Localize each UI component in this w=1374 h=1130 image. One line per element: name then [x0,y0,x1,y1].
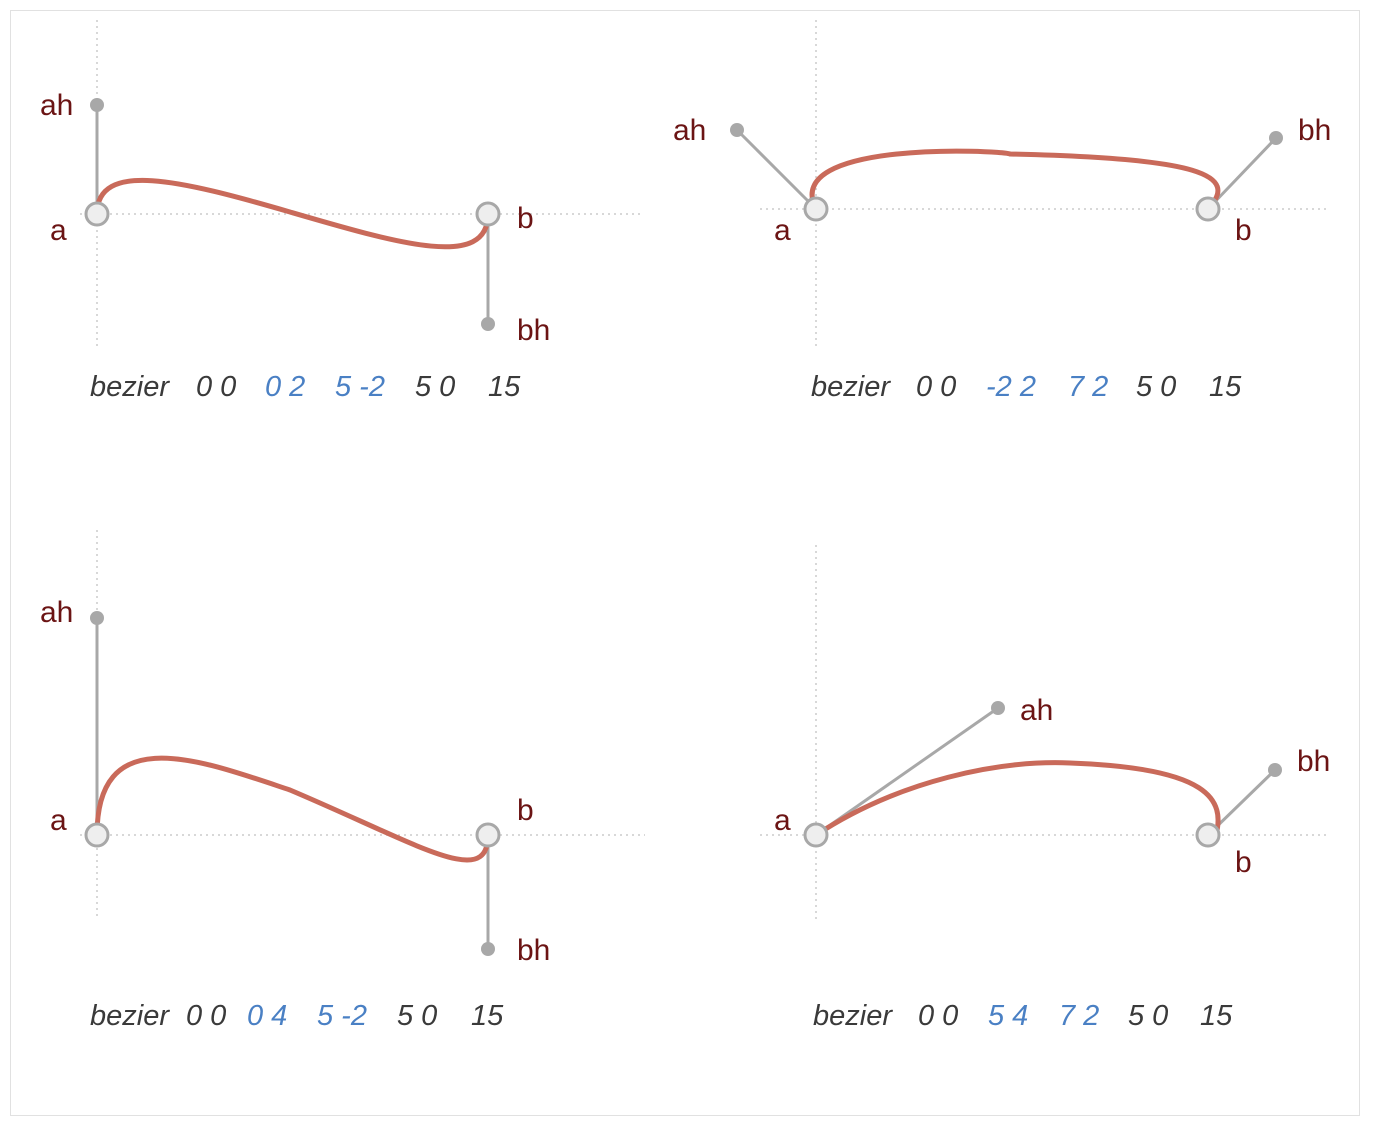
panel-4-anchor-a [803,822,829,848]
panel-4-handle-a [815,706,999,837]
panel-3-label-a: a [50,804,67,837]
panel-2-label-b: b [1235,214,1252,247]
panel-3-anchor-b [475,822,501,848]
panel-1-cmd-h1: 0 2 [265,371,305,403]
panel-2-label-bh: bh [1298,114,1331,147]
panel-2-handle-a [735,128,818,211]
panel-2-anchor-a [803,196,829,222]
panel-4-cmd-p1: 5 0 [1128,1000,1168,1032]
panel-4-label-a: a [774,804,791,837]
panel-1-anchor-b [475,201,501,227]
panel-3-curve [94,755,491,863]
panel-2-handle-b [1206,136,1278,211]
panel-1-handle-dot-bh [481,317,495,331]
panel-1: ah a b bh bezier 0 0 0 2 5 -2 5 0 15 [40,20,640,403]
panel-3: ah a b bh bezier 0 0 0 4 5 -2 5 0 15 [40,530,645,1032]
panel-3-cmd-word: bezier [90,1000,170,1032]
panel-4-cmd-w: 15 [1200,1000,1233,1032]
panel-4-anchor-b [1195,822,1221,848]
panel-3-cmd-h1: 0 4 [247,1000,287,1032]
panel-3-label-b: b [517,794,534,827]
panel-4-handle-dot-bh [1268,763,1282,777]
panel-2-label-ah: ah [673,114,706,147]
panel-1-label-b: b [517,202,534,235]
panel-2-cmd-h1: -2 2 [986,371,1036,403]
panel-2-handle-dot-bh [1269,131,1283,145]
panel-1-cmd-w: 15 [488,371,521,403]
panel-1-label-bh: bh [517,314,550,347]
panel-2-anchor-b [1195,196,1221,222]
panel-4: ah a b bh bezier 0 0 5 4 7 2 5 0 15 [760,545,1330,1032]
panel-1-curve [94,177,491,250]
panel-4-cmd-p0: 0 0 [918,1000,958,1032]
panel-4-label-bh: bh [1297,745,1330,778]
panel-2-cmd-word: bezier [811,371,891,403]
panel-3-cmd-p0: 0 0 [186,1000,226,1032]
panel-4-cmd-word: bezier [813,1000,893,1032]
panel-4-handle-dot-ah [991,701,1005,715]
panel-4-cmd-h1: 5 4 [988,1000,1028,1032]
panel-1-cmd-p1: 5 0 [415,371,455,403]
panel-2-cmd-h2: 7 2 [1068,371,1108,403]
panel-1-label-a: a [50,214,67,247]
panel-1-handle-dot-ah [90,98,104,112]
panel-2-cmd-p0: 0 0 [916,371,956,403]
panel-2: ah a b bh bezier 0 0 -2 2 7 2 5 0 15 [673,20,1331,403]
panel-4-label-b: b [1235,846,1252,879]
panel-3-label-bh: bh [517,934,550,967]
panel-3-handle-dot-bh [481,942,495,956]
panel-1-label-ah: ah [40,89,73,122]
panel-3-anchor-a [84,822,110,848]
panel-4-label-ah: ah [1020,694,1053,727]
panel-2-label-a: a [774,214,791,247]
panel-3-cmd-p1: 5 0 [397,1000,437,1032]
panel-4-curve [813,760,1221,838]
panel-2-handle-dot-ah [730,123,744,137]
panel-4-cmd-h2: 7 2 [1059,1000,1099,1032]
panel-3-cmd-w: 15 [471,1000,504,1032]
panel-2-curve [809,148,1221,212]
panel-1-cmd-p0: 0 0 [196,371,236,403]
panel-1-cmd-word: bezier [90,371,170,403]
panel-1-cmd-h2: 5 -2 [335,371,385,403]
panel-2-cmd-w: 15 [1209,371,1242,403]
panel-3-label-ah: ah [40,596,73,629]
panel-3-handle-dot-ah [90,611,104,625]
panel-1-anchor-a [84,201,110,227]
panel-3-cmd-h2: 5 -2 [317,1000,367,1032]
panel-2-cmd-p1: 5 0 [1136,371,1176,403]
